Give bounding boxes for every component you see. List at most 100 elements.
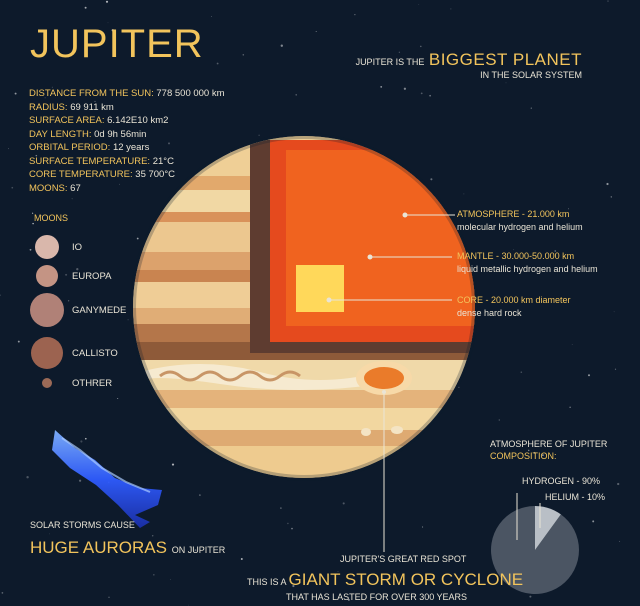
moon-europa-icon — [36, 265, 58, 287]
composition-helium: HELIUM - 10% — [545, 492, 606, 502]
star — [533, 451, 536, 454]
star — [31, 212, 34, 214]
stat-radius: RADIUS: 69 911 km — [29, 101, 225, 115]
star — [613, 311, 615, 313]
headline-lead: JUPITER IS THE — [355, 57, 425, 67]
star — [422, 526, 424, 528]
star — [216, 62, 219, 65]
star — [287, 522, 289, 525]
moon-label-io: IO — [72, 242, 83, 253]
star — [569, 406, 571, 408]
star — [430, 178, 433, 181]
star — [587, 374, 591, 377]
star — [26, 476, 29, 479]
star — [348, 599, 350, 601]
star — [170, 579, 172, 580]
star — [14, 92, 17, 95]
stat-value: 69 911 km — [70, 101, 114, 113]
star — [295, 94, 297, 96]
star — [450, 8, 452, 10]
core-marker — [326, 297, 332, 303]
mantle-marker — [367, 254, 373, 260]
moon-other-icon — [42, 378, 52, 388]
star — [396, 59, 397, 61]
star — [614, 368, 617, 370]
star — [84, 437, 87, 440]
star — [111, 29, 114, 32]
star — [418, 4, 420, 6]
star — [420, 45, 422, 48]
star — [240, 558, 243, 560]
stat-core-temperature: CORE TEMPERATURE: 35 700°C — [29, 168, 225, 182]
star — [86, 134, 88, 137]
star — [76, 268, 79, 271]
star — [199, 494, 201, 496]
star — [117, 397, 119, 400]
star — [617, 482, 620, 486]
star — [527, 449, 530, 452]
star — [84, 6, 87, 9]
star — [280, 44, 283, 47]
star — [136, 237, 139, 240]
star — [94, 100, 96, 102]
star — [606, 182, 609, 186]
star — [315, 30, 317, 33]
red-spot-sub: THAT HAS LASTED FOR OVER 300 YEARS — [286, 592, 468, 602]
composition-hydrogen: HYDROGEN - 90% — [522, 476, 601, 486]
layer-name: CORE - — [457, 295, 489, 305]
stat-orbital-period: ORBITAL PERIOD: 12 years — [29, 141, 225, 155]
star — [291, 527, 293, 530]
star — [398, 51, 401, 53]
star — [458, 386, 460, 388]
stat-value: 778 500 000 km — [156, 88, 225, 99]
stat-moons: MOONS: 67 — [29, 182, 225, 196]
headline-highlight: BIGGEST PLANET — [428, 50, 582, 69]
star — [420, 92, 423, 95]
star — [1, 592, 4, 594]
layer-name: ATMOSPHERE - — [457, 209, 525, 219]
layer-atmosphere: ATMOSPHERE - 21.000 km molecular hydroge… — [457, 208, 583, 234]
star — [194, 549, 197, 551]
star — [463, 193, 465, 195]
planet — [133, 136, 475, 478]
star — [78, 479, 82, 482]
stat-surface-area: SURFACE AREA: 6.142E10 km2 — [29, 114, 225, 128]
star — [505, 82, 507, 84]
aurora-highlight: HUGE AURORAS — [30, 538, 167, 557]
stat-key: SURFACE AREA: — [29, 115, 105, 126]
star — [105, 0, 109, 3]
red-spot-marker — [382, 390, 386, 394]
star — [567, 208, 570, 210]
star — [529, 595, 532, 598]
star — [498, 419, 500, 421]
star — [619, 540, 621, 542]
star — [171, 463, 175, 466]
layer-desc: liquid metallic hydrogen and helium — [457, 264, 598, 274]
star — [153, 574, 155, 576]
stat-key: DISTANCE FROM THE SUN: — [29, 88, 154, 99]
stat-distance: DISTANCE FROM THE SUN: 778 500 000 km — [29, 87, 225, 101]
star — [35, 154, 38, 157]
star — [280, 507, 282, 509]
moon-label-other: OTHRER — [72, 378, 113, 389]
star — [67, 300, 70, 302]
moon-io-icon — [35, 235, 59, 259]
stat-key: RADIUS: — [29, 101, 68, 113]
star — [71, 198, 73, 200]
star — [429, 94, 431, 97]
stat-value: 12 years — [112, 142, 150, 153]
star — [513, 249, 515, 251]
star — [610, 196, 612, 198]
star — [230, 151, 232, 153]
layer-desc: molecular hydrogen and helium — [457, 222, 583, 232]
stat-key: ORBITAL PERIOD: — [29, 142, 111, 153]
star — [530, 107, 532, 109]
star — [607, 0, 609, 2]
star — [49, 533, 50, 535]
layer-size: 30.000-50.000 km — [501, 251, 575, 261]
moon-callisto-icon — [31, 337, 63, 369]
red-spot-caption: JUPITER'S GREAT RED SPOT — [340, 554, 467, 564]
stat-key: DAY LENGTH: — [29, 128, 92, 140]
star — [0, 294, 1, 296]
star — [337, 571, 339, 572]
